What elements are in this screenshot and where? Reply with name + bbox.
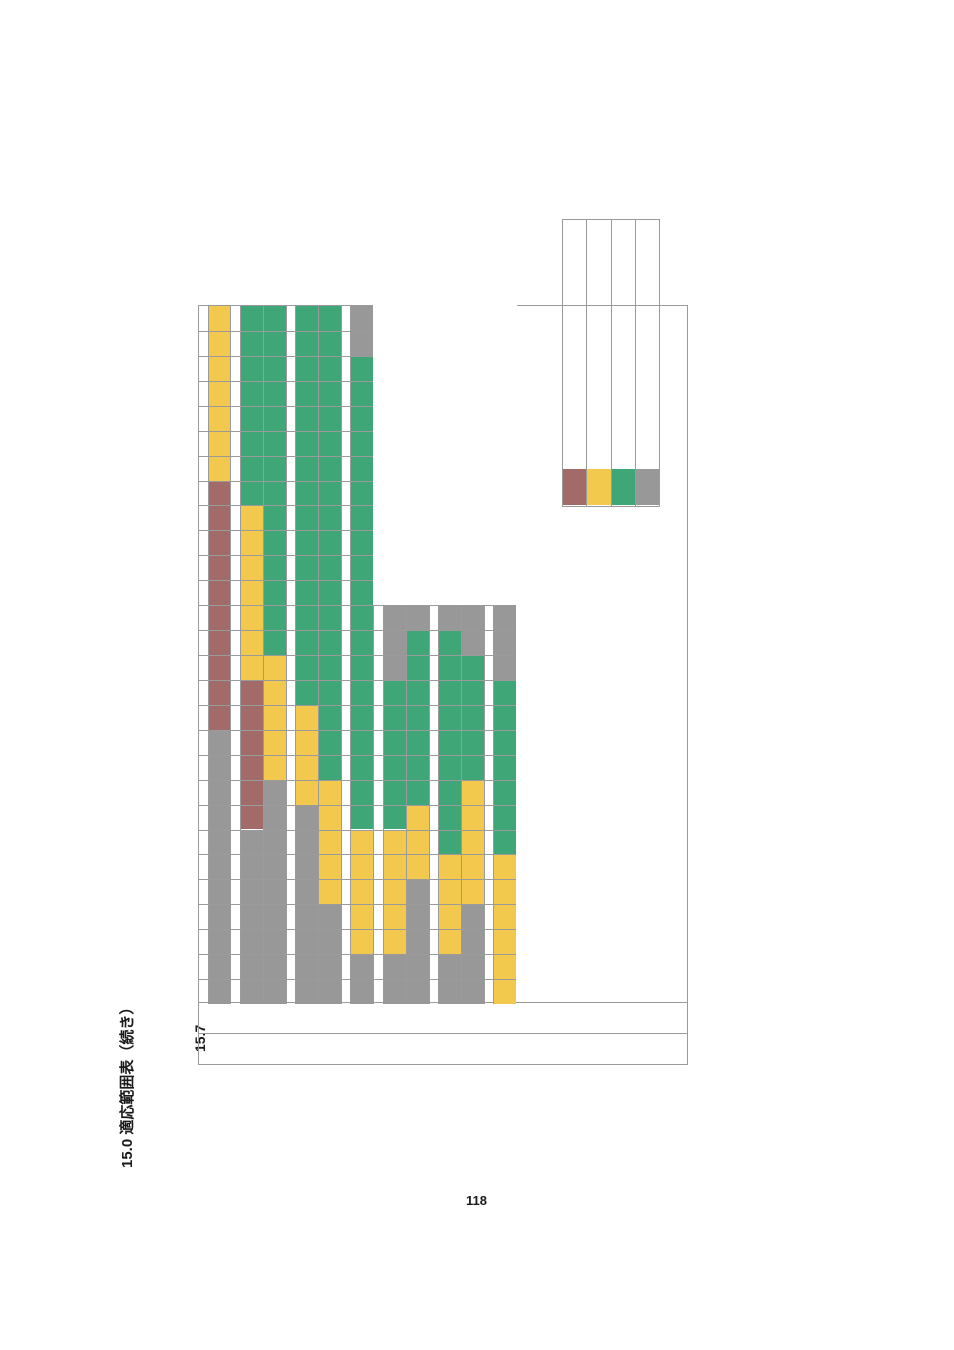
bar-segment-yellow <box>209 306 231 481</box>
bar-segment-yellow <box>296 705 318 805</box>
chart-bar-column <box>462 306 485 1004</box>
chart-bar-column <box>319 306 342 1004</box>
page: 15.0 適応範囲表（続き） 15.7 118 <box>0 0 954 1350</box>
bar-segment-gray <box>384 605 406 680</box>
page-number: 118 <box>466 1193 487 1208</box>
chart-bar-column <box>407 306 430 1004</box>
bar-segment-gray <box>264 780 286 1004</box>
legend-swatch-gray <box>636 469 659 505</box>
bar-segment-yellow <box>439 854 461 954</box>
legend-swatch-green <box>612 469 635 505</box>
bar-segment-yellow <box>407 805 429 880</box>
bar-segment-gray <box>439 954 461 1004</box>
bar-segment-green <box>462 655 484 780</box>
bar-segment-green <box>494 680 516 855</box>
bar-segment-green <box>384 680 406 830</box>
bar-segment-green <box>439 630 461 854</box>
bar-segment-gray <box>462 605 484 655</box>
bar-segment-gray <box>209 730 231 1004</box>
bar-segment-gray <box>407 605 429 630</box>
section-title: 15.0 適応範囲表（続き） <box>116 1000 137 1168</box>
bar-segment-gray <box>407 879 429 1004</box>
legend-column-gray <box>636 220 659 506</box>
bar-segment-gray <box>241 830 263 1005</box>
chart-bar-column <box>264 306 287 1004</box>
bar-segment-maroon <box>241 680 263 830</box>
legend-swatch-maroon <box>563 469 586 505</box>
bar-segment-green <box>351 356 373 830</box>
bar-segment-gray <box>296 805 318 1004</box>
bar-segment-maroon <box>209 481 231 730</box>
bar-segment-yellow <box>462 780 484 905</box>
bar-segment-gray <box>462 904 484 1004</box>
bar-segment-gray <box>494 605 516 680</box>
bar-segment-gray <box>384 954 406 1004</box>
bar-segment-green <box>407 630 429 805</box>
bar-segment-gray <box>319 904 341 1004</box>
chart-bar-column <box>384 306 407 1004</box>
chart-bar-column <box>296 306 319 1004</box>
bar-segment-gray <box>351 306 373 356</box>
chart-bar-column <box>439 306 462 1004</box>
bar-segment-gray <box>439 605 461 630</box>
chart-footer-row <box>199 1033 687 1064</box>
chart-gap-column <box>287 306 297 1004</box>
legend-column-yellow <box>587 220 611 506</box>
bar-segment-green <box>319 306 341 780</box>
chart-gap-column <box>342 306 352 1004</box>
bar-segment-yellow <box>494 854 516 1004</box>
chart-gap-column <box>231 306 241 1004</box>
bar-segment-yellow <box>319 780 341 905</box>
chart-footer-rows <box>199 1002 687 1064</box>
legend-column-green <box>612 220 636 506</box>
bar-segment-green <box>241 306 263 505</box>
bar-segment-gray <box>351 954 373 1004</box>
bar-segment-yellow <box>264 655 286 780</box>
chart-gap-column <box>199 306 209 1004</box>
bar-segment-yellow <box>384 830 406 955</box>
chart-footer-row <box>199 1002 687 1033</box>
chart-bar-column <box>241 306 264 1004</box>
bar-segment-green <box>296 306 318 705</box>
legend-swatch-yellow <box>587 469 610 505</box>
chart-bar-column <box>494 306 516 1004</box>
bar-segment-yellow <box>351 830 373 955</box>
bar-segment-yellow <box>241 505 263 680</box>
bar-segment-green <box>264 306 286 655</box>
legend <box>562 219 660 507</box>
chart-bar-column <box>209 306 232 1004</box>
chart-bar-column <box>351 306 374 1004</box>
legend-column-maroon <box>563 220 587 506</box>
